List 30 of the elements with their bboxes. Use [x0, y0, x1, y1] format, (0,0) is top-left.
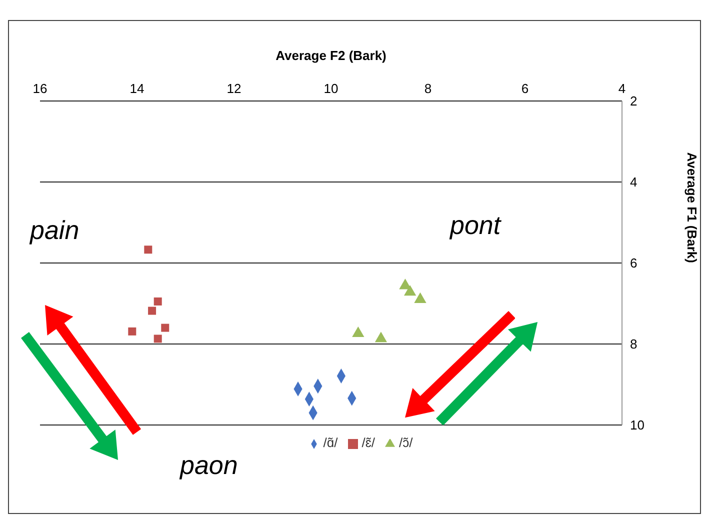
x-tick-label: 16 — [32, 81, 48, 96]
x-tick-label: 8 — [424, 81, 432, 96]
point — [161, 324, 170, 332]
point — [154, 297, 162, 306]
point — [154, 334, 162, 343]
y-axis-title: Average F1 (Bark) — [684, 152, 700, 263]
annotation: pain — [30, 215, 80, 246]
y-tick-label: 10 — [630, 418, 644, 433]
x-tick-label: 4 — [618, 81, 626, 96]
point — [374, 332, 388, 342]
y-tick-label: 6 — [630, 256, 638, 271]
legend-label: /ɛ̃/ — [362, 435, 375, 450]
x-tick-label: 12 — [226, 81, 242, 96]
y-tick-label: 8 — [630, 336, 638, 352]
point — [128, 327, 136, 336]
point — [352, 326, 364, 337]
x-axis-title: Average F2 (Bark) — [276, 48, 386, 64]
y-tick-label: 2 — [630, 94, 638, 109]
x-tick-label: 6 — [521, 81, 529, 96]
annotation: pont — [450, 210, 501, 241]
point — [414, 292, 426, 303]
legend-label: /ɑ̃/ — [323, 435, 338, 450]
point — [404, 285, 416, 296]
point — [148, 306, 156, 315]
text: paon — [180, 450, 238, 481]
y-tick-label: 4 — [630, 174, 638, 190]
point — [144, 246, 152, 254]
x-tick-label: 10 — [324, 81, 338, 96]
x-tick-label: 14 — [130, 81, 144, 96]
legend-label: /ɔ̃/ — [398, 435, 413, 450]
